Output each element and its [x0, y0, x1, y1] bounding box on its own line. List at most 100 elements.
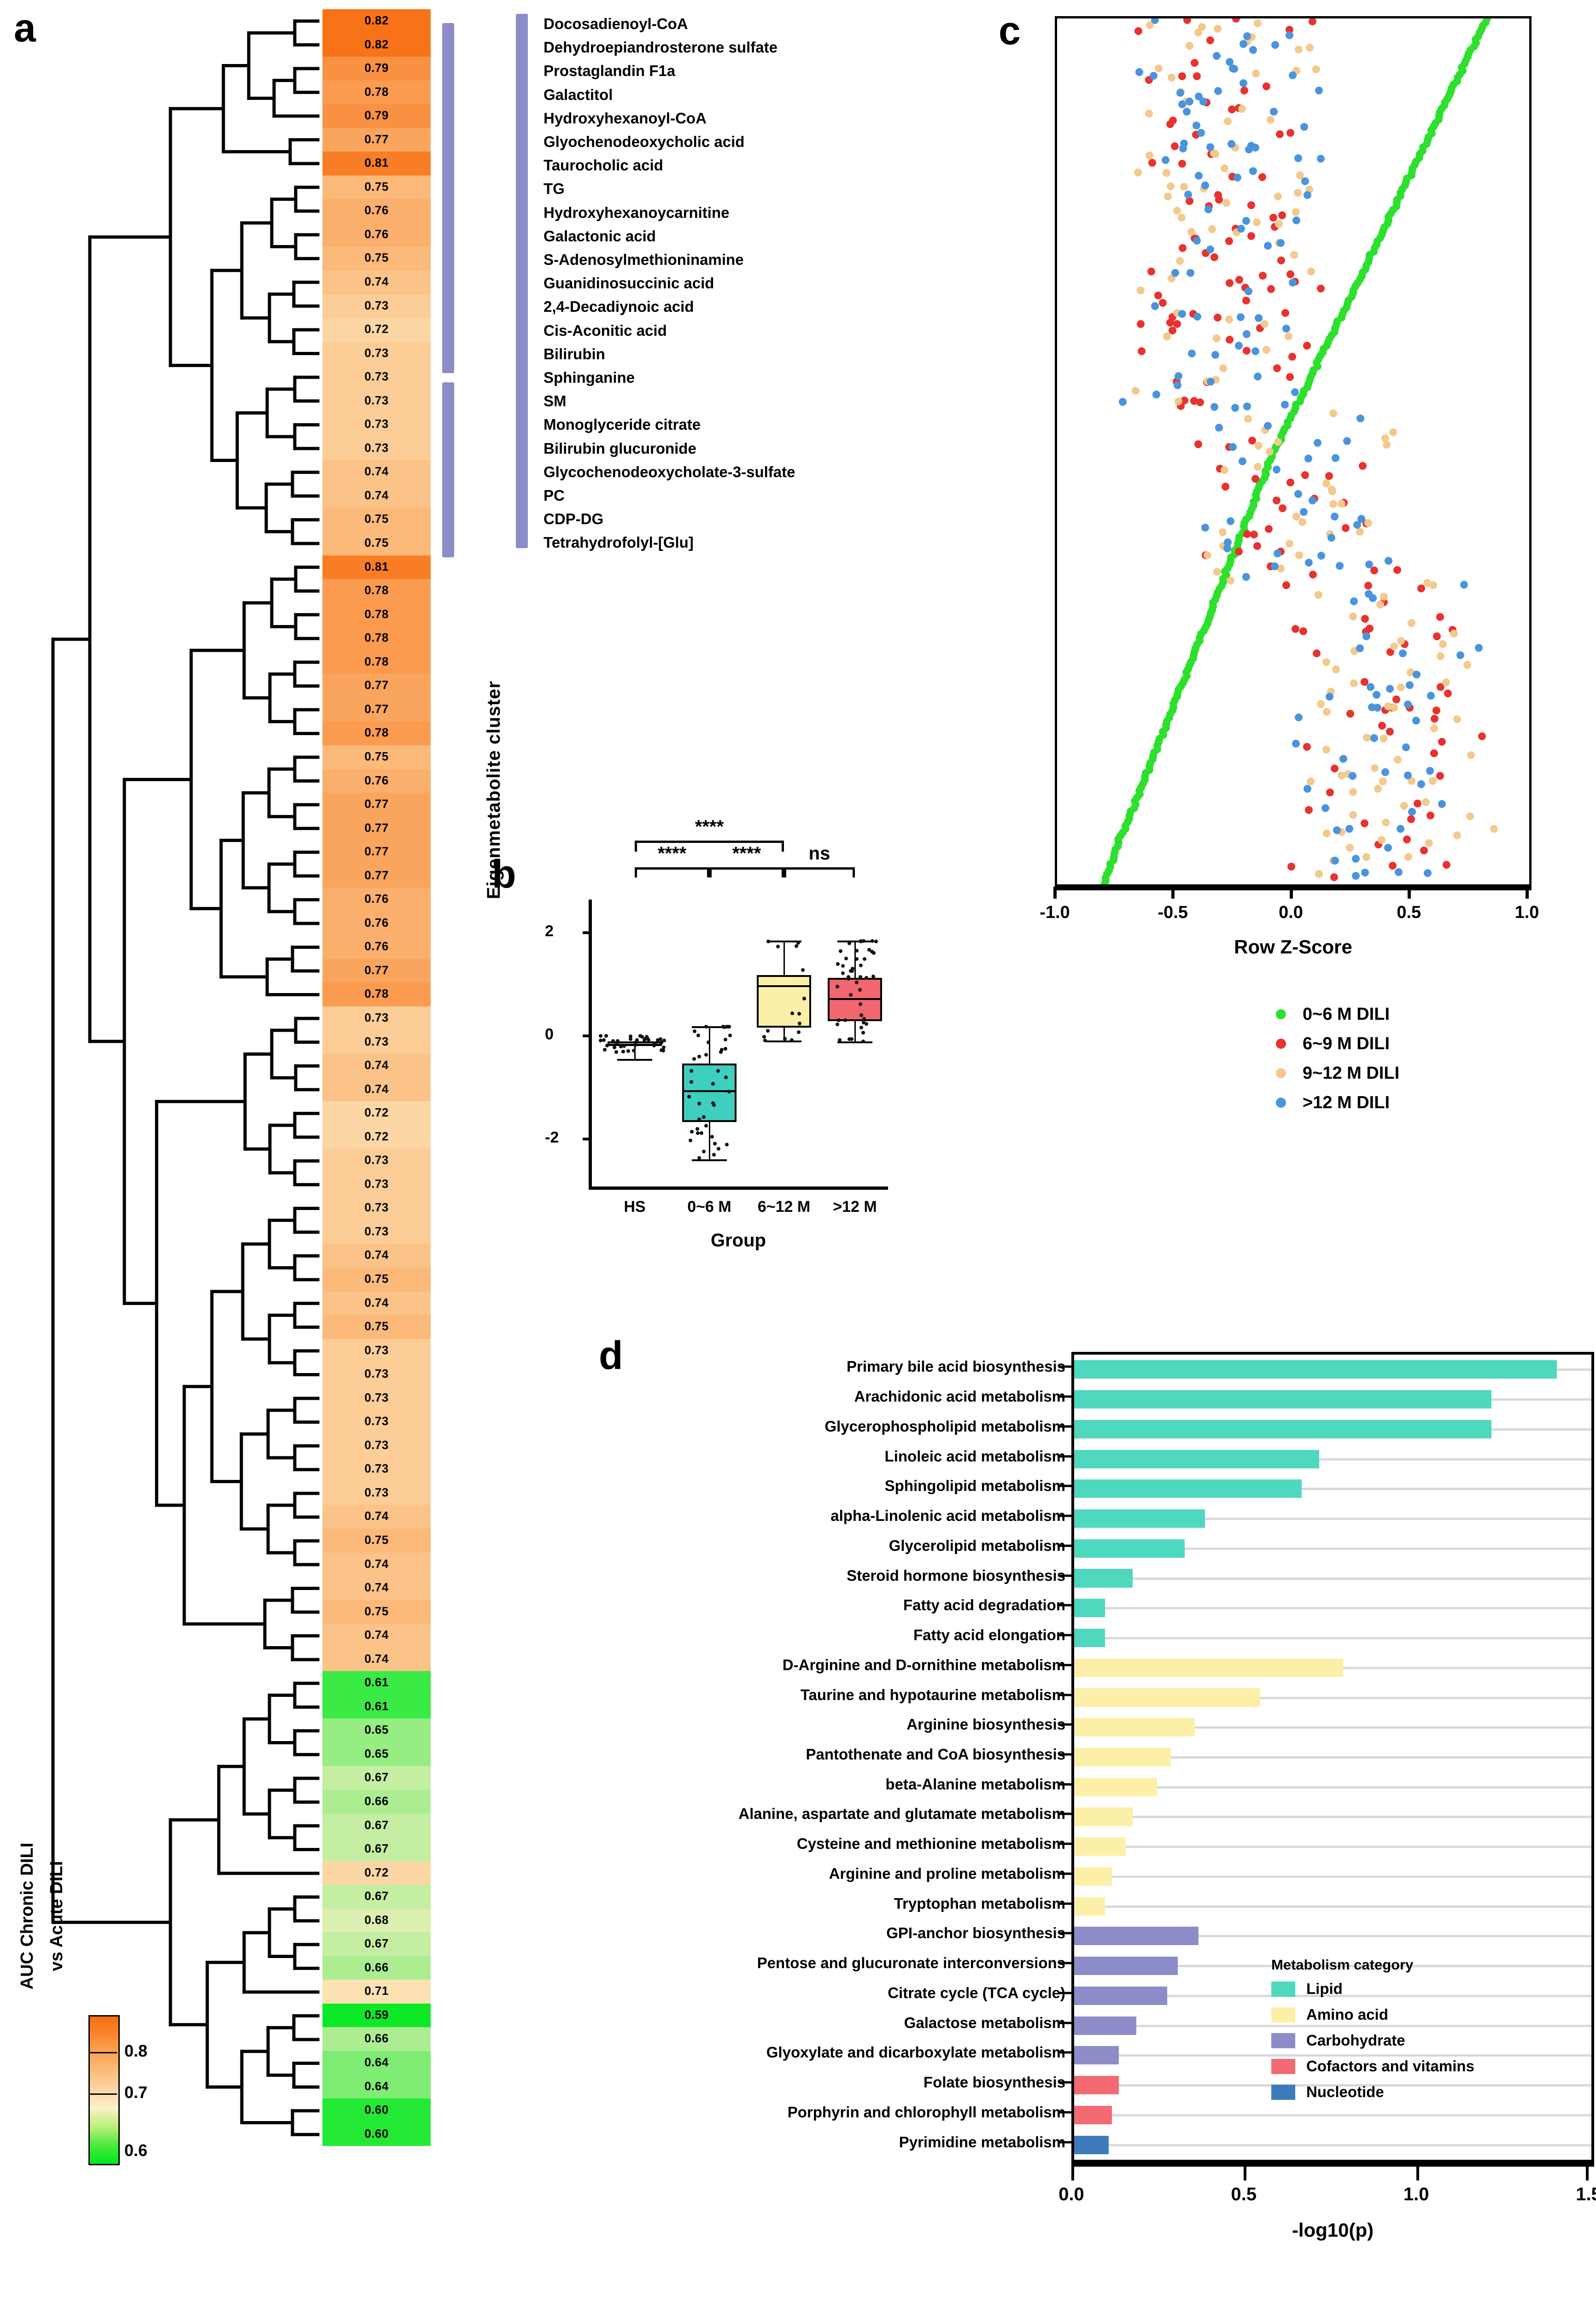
scatter-point [1238, 457, 1246, 465]
scatter-point [1380, 593, 1388, 601]
panel-d-x-tick [1586, 2167, 1589, 2180]
heatmap-cell: 0.67 [322, 1837, 431, 1861]
boxplot-data-point [865, 1022, 869, 1026]
scatter-point [1356, 415, 1365, 423]
boxplot-data-point [859, 1013, 864, 1017]
heatmap-cell-value: 0.74 [364, 488, 389, 502]
scatter-point [1317, 700, 1325, 708]
scatter-point [1270, 562, 1279, 570]
heatmap-cell: 0.74 [322, 270, 431, 294]
scatter-point [1393, 566, 1402, 574]
boxplot-data-point [661, 1045, 666, 1049]
scatter-point [1225, 237, 1233, 245]
panel-d-gridline [1074, 1577, 1591, 1580]
heatmap-cell: 0.61 [322, 1695, 431, 1719]
boxplot-data-point [783, 1037, 787, 1040]
scatter-point [1286, 31, 1294, 39]
boxplot-data-point [621, 1049, 626, 1053]
panel-d-y-tick [1059, 1425, 1071, 1428]
scatter-point [1450, 630, 1458, 637]
scatter-point [1423, 579, 1431, 587]
scatter-point [1292, 208, 1300, 216]
scatter-point [1349, 811, 1357, 819]
boxplot-data-point [704, 1124, 708, 1128]
boxplot-data-point [626, 1049, 631, 1053]
scatter-point [1183, 18, 1191, 24]
boxplot-data-point [847, 975, 851, 979]
heatmap-cell: 0.76 [322, 769, 431, 793]
panel-d-bar [1074, 1360, 1557, 1379]
boxplot-data-point [704, 1024, 708, 1029]
scatter-point [1364, 519, 1372, 527]
panel-d-x-tick-label: 1.0 [1403, 2184, 1429, 2204]
scatter-point [1227, 517, 1235, 525]
scatter-point [1204, 551, 1212, 559]
boxplot-data-point [850, 966, 854, 970]
scatter-point [1242, 217, 1250, 225]
heatmap-cell: 0.77 [322, 864, 431, 888]
panel-d-gridline [1074, 2024, 1591, 2027]
scatter-point [1263, 82, 1271, 91]
scatter-point [1206, 36, 1214, 44]
scatter-point [1294, 490, 1303, 498]
heatmap-cell-value: 0.82 [364, 13, 389, 27]
scatter-point [1201, 524, 1209, 532]
panel-b-plot-area: 2 0 -2 HS 0~6 M 6~12 M >12 M **** **** ns **** Gro… [545, 817, 888, 1251]
scatter-point [1453, 831, 1462, 839]
heatmap-cell: 0.75 [322, 1600, 431, 1624]
boxplot-data-point [789, 1038, 794, 1042]
scatter-point [1359, 462, 1367, 470]
panel-d-gridline [1074, 2054, 1591, 2057]
cluster-annotation-bar [442, 23, 454, 373]
heatmap-cell-value: 0.73 [364, 1153, 389, 1167]
significance-bracket [635, 841, 784, 852]
scatter-point [1371, 764, 1379, 772]
scatter-point [1178, 72, 1186, 80]
panel-d-gridline [1074, 1607, 1591, 1610]
panel-c-legend-item: 6~9 M DILI [1276, 1029, 1399, 1058]
heatmap-cell-value: 0.67 [364, 1936, 389, 1951]
heatmap-cell-value: 0.78 [364, 987, 389, 1001]
scatter-point [1232, 18, 1240, 23]
scatter-point [1213, 313, 1222, 321]
boxplot-data-point [702, 1150, 706, 1154]
scatter-point [1429, 581, 1438, 590]
scatter-point [1412, 716, 1421, 725]
panel-d-y-tick [1059, 1604, 1071, 1607]
scatter-point [1254, 373, 1262, 381]
boxplot-data-point [704, 1053, 708, 1057]
scatter-point [1229, 443, 1237, 451]
panel-d-legend: Metabolism category Lipid Amino acid Carbo… [1271, 1957, 1474, 2105]
panel-d-category-label: Tryptophan metabolism [894, 1894, 1065, 1912]
boxplot-data-point [862, 939, 865, 943]
panel-d-y-tick [1059, 1812, 1071, 1815]
scatter-point [1351, 872, 1360, 880]
boxplot-data-point [863, 957, 867, 961]
metabolite-label: Galactonic acid [544, 227, 656, 245]
panel-d-bar [1074, 1539, 1185, 1558]
legend-color-swatch [1271, 2084, 1295, 2100]
panel-d-bar [1074, 1718, 1195, 1737]
metabolite-label: Bilirubin glucuronide [544, 439, 696, 457]
boxplot-data-point [846, 977, 850, 981]
heatmap-cell-value: 0.77 [364, 678, 389, 692]
scatter-point [1228, 105, 1236, 113]
scatter-point [1147, 267, 1156, 275]
scatter-point [1381, 818, 1390, 827]
scatter-point [1407, 619, 1415, 627]
scatter-point [1349, 613, 1357, 621]
heatmap-cell-value: 0.76 [364, 227, 389, 241]
scatter-point [1360, 819, 1368, 828]
scatter-point [1180, 140, 1188, 148]
boxplot-whisker-cap [692, 1026, 727, 1029]
heatmap-cell-value: 0.74 [364, 1580, 389, 1595]
scatter-point [1226, 576, 1234, 585]
boxplot-data-point [659, 1037, 663, 1041]
panel-d-category-label: Arginine biosynthesis [906, 1716, 1065, 1733]
scatter-point [1402, 743, 1410, 752]
heatmap-cell: 0.78 [322, 982, 431, 1006]
scatter-point [1135, 68, 1143, 76]
scatter-point [1163, 332, 1171, 340]
heatmap-cell-value: 0.67 [364, 1841, 389, 1856]
